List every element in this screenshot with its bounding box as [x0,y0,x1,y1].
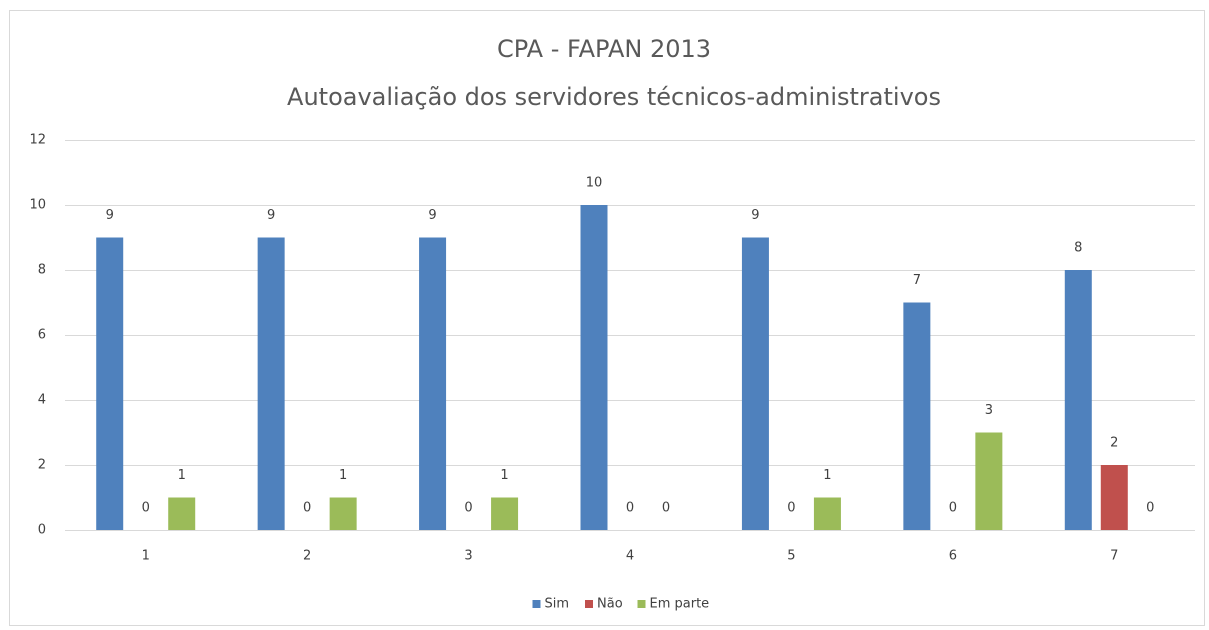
data-label: 1 [823,468,831,483]
bar [96,237,124,530]
legend-swatch [585,600,593,608]
chart-title: CPA - FAPAN 2013 [497,35,711,63]
bar [1100,465,1128,530]
y-tick-label: 6 [38,328,46,343]
data-label: 10 [586,176,603,191]
bar [903,302,931,530]
legend-label: Em parte [650,597,710,612]
data-label: 0 [303,501,311,516]
x-tick-label: 3 [464,549,472,564]
bar [168,497,196,530]
legend-label: Não [597,597,623,612]
bar [257,237,285,530]
data-label: 7 [913,273,921,288]
data-label: 1 [500,468,508,483]
data-label: 2 [1110,436,1118,451]
y-tick-label: 0 [38,523,46,538]
y-tick-label: 2 [38,458,46,473]
data-label: 9 [106,208,114,223]
bar [1064,270,1092,530]
data-label: 0 [662,501,670,516]
x-tick-label: 5 [787,549,795,564]
bar [491,497,519,530]
y-tick-label: 8 [38,263,46,278]
data-label: 0 [787,501,795,516]
data-label: 0 [626,501,634,516]
legend-label: Sim [545,597,570,612]
data-label: 8 [1074,241,1082,256]
y-tick-label: 10 [29,198,46,213]
x-tick-label: 6 [949,549,957,564]
data-label: 1 [178,468,186,483]
bar [975,432,1003,530]
x-tick-label: 1 [142,549,150,564]
data-label: 9 [428,208,436,223]
x-tick-label: 7 [1110,549,1118,564]
bar [741,237,769,530]
bar [329,497,357,530]
bar [813,497,841,530]
data-label: 0 [949,501,957,516]
data-label: 1 [339,468,347,483]
x-tick-label: 2 [303,549,311,564]
data-label: 9 [751,208,759,223]
y-tick-label: 12 [29,133,46,148]
bar [580,205,608,530]
data-label: 9 [267,208,275,223]
data-label: 3 [985,403,993,418]
bar [419,237,447,530]
chart-subtitle: Autoavaliação dos servidores técnicos-ad… [287,83,941,111]
x-tick-label: 4 [626,549,634,564]
data-label: 0 [142,501,150,516]
data-label: 0 [1146,501,1154,516]
legend-swatch [637,600,646,608]
y-tick-label: 4 [38,393,46,408]
legend-swatch [532,600,541,608]
data-label: 0 [464,501,472,516]
